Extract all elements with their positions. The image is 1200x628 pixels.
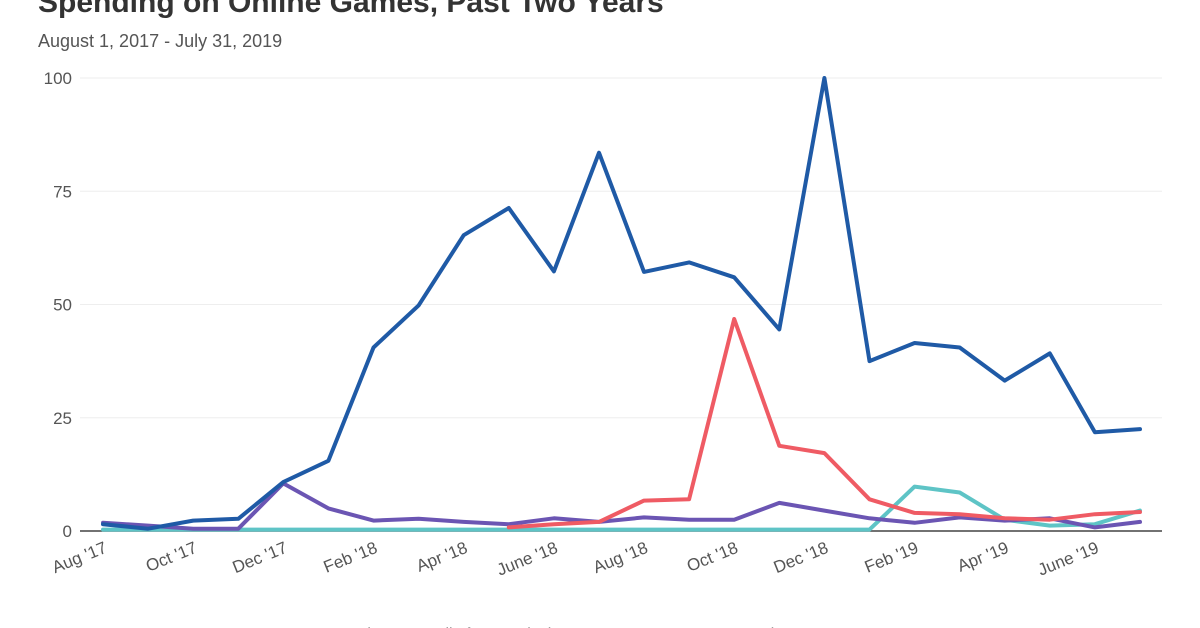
y-tick-label: 50 <box>53 296 72 315</box>
series-line-3 <box>101 481 1142 531</box>
legend-label: PUBG <box>830 626 875 628</box>
x-tick-label: Apr '18 <box>414 538 471 576</box>
legend-entry: Apex Legends <box>680 626 782 628</box>
y-tick-label: 25 <box>53 409 72 428</box>
y-tick-label: 100 <box>44 69 72 88</box>
x-tick-label: Dec '17 <box>230 538 290 577</box>
x-tick-label: Feb '19 <box>862 538 921 577</box>
x-axis-ticks: Aug '17 Oct '17 Dec '17 Feb '18 Apr '18 June … <box>49 538 1101 579</box>
legend-entry: Call of Duty: Black Ops 4 <box>425 626 603 628</box>
chart-subtitle: August 1, 2017 - July 31, 2019 <box>38 31 283 51</box>
x-tick-label: Dec '18 <box>771 538 831 577</box>
x-tick-label: June '18 <box>494 538 560 579</box>
legend-label: Call of Duty: Black Ops 4 <box>425 626 603 628</box>
x-tick-label: Apr '19 <box>955 538 1012 576</box>
series-lines <box>101 76 1142 532</box>
series-line-2 <box>101 484 1142 532</box>
x-tick-label: Oct '18 <box>684 538 741 576</box>
legend-label: Fortnite <box>330 626 384 628</box>
legend: Fortnite Call of Duty: Black Ops 4 Apex Le… <box>330 626 875 628</box>
series-line-1 <box>506 317 1142 530</box>
x-tick-label: Feb '18 <box>321 538 380 577</box>
x-tick-label: Aug '18 <box>590 538 650 577</box>
x-tick-label: Aug '17 <box>49 538 109 577</box>
y-tick-label: 75 <box>53 182 72 201</box>
legend-entry: Fortnite <box>330 626 384 628</box>
y-axis-ticks: 0 25 50 75 100 <box>44 69 72 541</box>
chart-title: Spending on Online Games, Past Two Years <box>38 0 664 19</box>
legend-label: Apex Legends <box>680 626 782 628</box>
gridlines <box>80 77 1162 532</box>
x-tick-label: Oct '17 <box>143 538 200 576</box>
x-tick-label: June '19 <box>1035 538 1101 579</box>
series-line-0 <box>101 76 1142 531</box>
legend-entry: PUBG <box>830 626 875 628</box>
y-tick-label: 0 <box>63 522 72 541</box>
